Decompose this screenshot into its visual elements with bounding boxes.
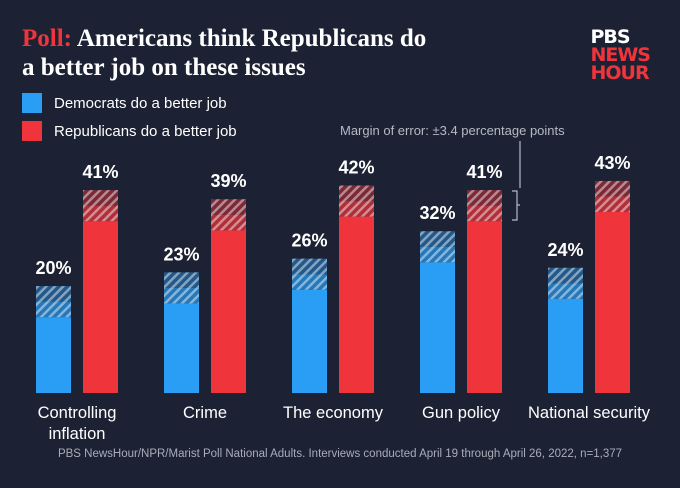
value-label: 24% <box>547 240 583 260</box>
value-label: 43% <box>594 153 630 173</box>
value-label: 41% <box>82 162 118 182</box>
legend-swatch <box>22 93 42 113</box>
margin-hatch-upper <box>548 267 583 284</box>
margin-hatch-lower <box>420 246 455 263</box>
margin-hatch-lower <box>548 283 583 299</box>
x-tick-label: Controlling inflation <box>37 404 117 443</box>
legend-item: Republicans do a better job <box>22 121 237 141</box>
margin-hatch-lower <box>595 196 630 213</box>
logo-text: HOUR <box>590 62 649 84</box>
value-label: 20% <box>35 258 71 278</box>
bar <box>467 221 502 393</box>
value-label: 26% <box>291 231 327 251</box>
bar <box>420 262 455 393</box>
legend-label: Republicans do a better job <box>54 122 237 140</box>
margin-hatch-lower <box>211 214 246 231</box>
legend-label: Democrats do a better job <box>54 94 227 112</box>
margin-hatch-upper <box>164 272 199 288</box>
bar <box>83 221 118 393</box>
title-prefix: Poll: <box>22 25 72 52</box>
title-text: Americans think Republicans do a better … <box>22 25 427 81</box>
margin-hatch-upper <box>292 258 327 275</box>
margin-hatch-lower <box>164 287 199 304</box>
margin-hatch-lower <box>292 274 327 290</box>
margin-hatch-lower <box>339 201 374 217</box>
annotation: Margin of error: ±3.4 percentage points <box>340 123 565 138</box>
margin-hatch-upper <box>595 180 630 197</box>
logo-text: PBS <box>590 26 630 48</box>
margin-hatch-lower <box>83 205 118 222</box>
margin-hatch-upper <box>420 231 455 247</box>
value-label: 23% <box>163 244 199 264</box>
bar <box>36 317 71 393</box>
margin-hatch-upper <box>467 190 502 206</box>
bar <box>164 303 199 393</box>
value-label: 42% <box>338 158 374 178</box>
logo-text: NEWS <box>590 44 651 66</box>
legend-swatch <box>22 121 42 141</box>
logo: PBS NEWS HOUR <box>590 26 651 84</box>
margin-hatch-lower <box>467 205 502 222</box>
bar <box>595 212 630 393</box>
margin-hatch-upper <box>36 286 71 302</box>
margin-hatch-upper <box>83 190 118 206</box>
margin-hatch-upper <box>339 185 374 202</box>
x-tick-label: Gun policy <box>422 404 500 422</box>
legend-item: Democrats do a better job <box>22 93 227 113</box>
margin-hatch-upper <box>211 199 246 215</box>
bar <box>548 298 583 393</box>
bar <box>292 289 327 393</box>
x-tick-label: National security <box>528 404 650 422</box>
value-label: 32% <box>419 203 455 223</box>
bar <box>339 216 374 393</box>
bar <box>211 230 246 393</box>
chart-title: Poll: Americans think Republicans do a b… <box>22 24 442 82</box>
annotation-bracket <box>512 141 521 221</box>
value-label: 41% <box>466 162 502 182</box>
x-tick-label: Crime <box>183 404 227 422</box>
margin-hatch-lower <box>36 301 71 318</box>
x-tick-label: The economy <box>283 404 383 422</box>
source: PBS NewsHour/NPR/Marist Poll National Ad… <box>57 448 623 460</box>
value-label: 39% <box>210 171 246 191</box>
